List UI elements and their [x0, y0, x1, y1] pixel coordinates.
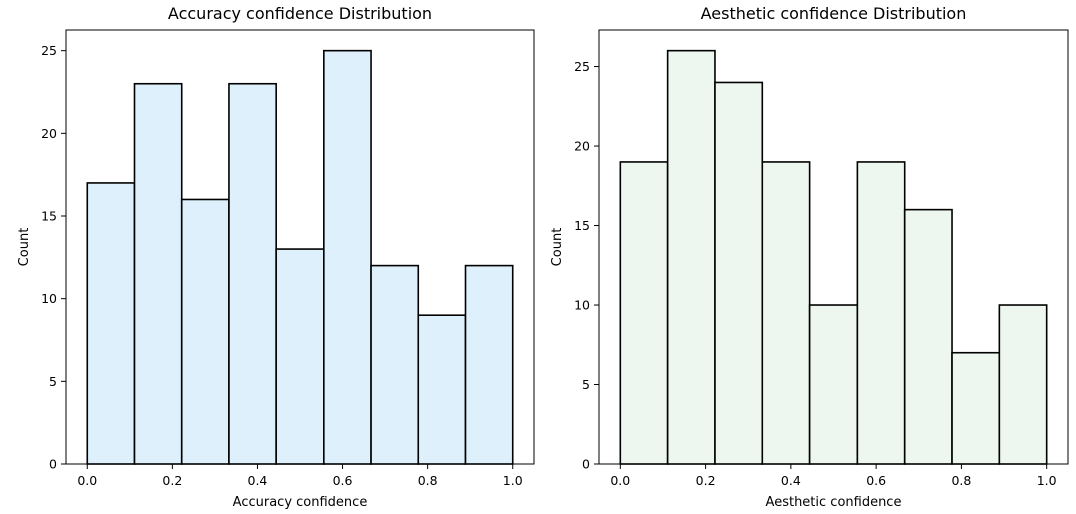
x-tick-label: 0.0 [77, 473, 97, 488]
chart-panel-1: 0.0 0.2 0.4 0.6 0.8 1.0 0 5 10 15 20 25 Accuracy con… [17, 4, 535, 510]
y-tick-label: 5 [49, 374, 57, 389]
plot-frame [598, 29, 1069, 465]
x-tick-label: 0.0 [610, 473, 630, 488]
x-tick-label: 0.4 [781, 473, 801, 488]
histogram-bar [761, 161, 811, 465]
histogram-bar [417, 314, 467, 465]
histogram-bar [133, 82, 183, 465]
histogram-bar [180, 198, 230, 465]
y-tick-label: 5 [582, 377, 590, 392]
y-tick-label: 15 [41, 209, 57, 224]
histogram-bar [86, 182, 136, 465]
y-tick-label: 0 [49, 457, 57, 472]
x-tick-label: 0.2 [162, 473, 182, 488]
y-tick-label: 20 [574, 139, 590, 154]
y-tick-label: 25 [574, 59, 590, 74]
histogram-bar [903, 208, 953, 465]
histogram-bar [714, 81, 764, 465]
histogram-bar [275, 248, 325, 465]
histogram-bar [228, 82, 277, 465]
histogram-bar [951, 351, 1001, 465]
x-tick-label: 1.0 [1037, 473, 1057, 488]
x-tick-label: 1.0 [503, 473, 523, 488]
x-tick-label: 0.6 [866, 473, 886, 488]
x-tick-label: 0.6 [333, 473, 353, 488]
histogram-bar [856, 161, 906, 465]
y-tick-label: 20 [41, 126, 57, 141]
plot-frame [65, 29, 535, 465]
y-tick-label: 15 [574, 218, 590, 233]
y-tick-label: 10 [41, 291, 57, 306]
y-axis-label: Count [550, 228, 565, 267]
histogram-bar [666, 49, 716, 465]
chart-panel-2: 0.0 0.2 0.4 0.6 0.8 1.0 0 5 10 15 20 25 Aesthetic co… [550, 4, 1069, 510]
histogram-bar [464, 264, 514, 465]
x-tick-label: 0.8 [951, 473, 971, 488]
y-axis-label: Count [17, 228, 32, 267]
histogram-bar [323, 49, 372, 465]
histogram-bar [998, 304, 1048, 465]
x-axis-label: Aesthetic confidence [766, 495, 902, 510]
chart-title: Aesthetic confidence Distribution [701, 4, 967, 23]
y-tick-label: 10 [574, 298, 590, 313]
histogram-bar [619, 161, 669, 465]
x-tick-label: 0.8 [418, 473, 438, 488]
x-tick-label: 0.2 [696, 473, 716, 488]
x-axis-label: Accuracy confidence [233, 495, 368, 510]
x-tick-label: 0.4 [248, 473, 268, 488]
histogram-bar [808, 304, 859, 465]
histogram-bar [370, 264, 420, 465]
y-tick-label: 25 [41, 43, 57, 58]
y-tick-label: 0 [582, 457, 590, 472]
chart-title: Accuracy confidence Distribution [168, 4, 432, 23]
